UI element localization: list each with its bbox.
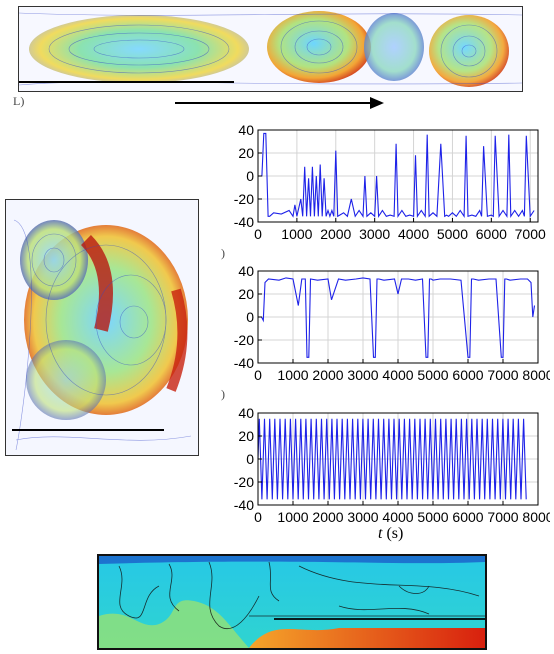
y-tick-label: 0	[246, 309, 254, 325]
x-tick-label: 1000	[281, 226, 312, 242]
x-tick-label: 5000	[417, 367, 448, 383]
x-tick-label: 2000	[320, 226, 351, 242]
y-tick-label: -20	[234, 332, 254, 348]
x-tick-label: 6000	[452, 509, 483, 525]
x-tick-label: 0	[254, 509, 262, 525]
timeseries-plot-1: -40 -20 0 20 40 0 1000 2000 3000 4000 5000 6000 7000	[234, 122, 546, 242]
panel-label-a: L)	[13, 94, 25, 108]
x-tick-label: 7000	[487, 509, 518, 525]
x-tick-label: 4000	[382, 367, 413, 383]
x-tick-label: 6000	[452, 367, 483, 383]
y-tick-label: 0	[246, 451, 254, 467]
y-tick-label: 40	[238, 263, 254, 279]
x-tick-label: 5000	[417, 509, 448, 525]
y-tick-label: -20	[234, 474, 254, 490]
x-tick-label: 8000	[522, 509, 550, 525]
y-tick-label: -40	[234, 214, 254, 230]
x-tick-label: 4000	[382, 509, 413, 525]
y-tick-label: -20	[234, 191, 254, 207]
x-tick-label: 3000	[347, 509, 378, 525]
y-tick-label: 20	[238, 145, 254, 161]
x-axis-title-unit: (s)	[382, 525, 404, 542]
y-tick-label: 40	[238, 122, 254, 138]
x-axis-title-var: t	[378, 525, 383, 542]
timeseries-plot-3: -40 -20 0 20 40 0 1000 2000 3000 4000 5000 6000 7000…	[234, 405, 550, 525]
panel-label-b2: )	[221, 246, 225, 260]
series-line	[258, 277, 536, 358]
y-tick-label: -40	[234, 355, 254, 371]
streamline-field-square-image	[6, 200, 198, 455]
x-tick-label: 5000	[437, 226, 468, 242]
x-tick-label: 3000	[347, 367, 378, 383]
x-tick-label: 7000	[515, 226, 546, 242]
y-tick-label: 20	[238, 286, 254, 302]
x-tick-label: 7000	[487, 367, 518, 383]
x-tick-label: 2000	[312, 367, 343, 383]
streamline-field-square	[5, 199, 199, 456]
timeseries-plot-2: -40 -20 0 20 40 0 1000 2000 3000 4000 5000 6000 7000…	[234, 263, 550, 383]
x-tick-label: 2000	[312, 509, 343, 525]
streamline-field-wide-image	[19, 7, 522, 91]
series-line	[258, 132, 535, 219]
temperature-field-image	[99, 556, 485, 648]
x-tick-label: 1000	[277, 509, 308, 525]
x-tick-label: 6000	[476, 226, 507, 242]
x-tick-label: 8000	[522, 367, 550, 383]
x-tick-label: 4000	[398, 226, 429, 242]
y-tick-label: 40	[238, 405, 254, 421]
x-tick-label: 3000	[359, 226, 390, 242]
x-axis-title: t (s)	[378, 525, 403, 543]
y-tick-label: 20	[238, 428, 254, 444]
x-tick-label: 0	[254, 226, 262, 242]
panel-label-b3: )	[221, 387, 225, 401]
flow-direction-arrow	[175, 96, 385, 110]
streamline-field-wide	[18, 6, 523, 92]
x-tick-label: 0	[254, 367, 262, 383]
temperature-field	[97, 554, 487, 650]
series-line	[257, 418, 527, 500]
y-tick-label: 0	[246, 168, 254, 184]
y-tick-label: -40	[234, 497, 254, 513]
x-tick-label: 1000	[277, 367, 308, 383]
